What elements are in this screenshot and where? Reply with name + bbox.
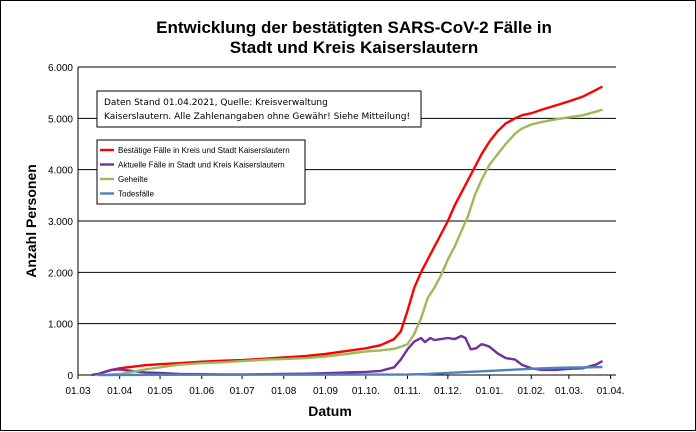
x-tick-label: 01.03. [555,386,583,397]
x-tick-label: 01.11. [394,386,421,397]
y-tick-label: 3.000 [48,217,73,228]
series-line-2 [104,108,603,377]
legend: Bestätige Fälle in Kreis und Stadt Kaise… [96,139,306,205]
x-tick-label: 01.02. [517,386,545,397]
y-tick-label: 6.000 [48,63,73,74]
y-tick-label: 4.000 [48,166,73,177]
y-tick-label: 5.000 [48,114,73,125]
x-tick-label: 01.04. [597,386,625,397]
axis-ticks: 0 1.000 2.000 3.000 4.000 5.000 6.000 01.03 01.0… [48,63,625,397]
legend-label-3: Todesfälle [118,190,155,199]
legend-label-0: Bestätige Fälle in Kreis und Stadt Kaise… [118,146,290,155]
note-box: Daten Stand 01.04.2021, Quelle: Kreisver… [96,90,422,128]
y-tick-label: 1.000 [48,320,73,331]
note-line1: Daten Stand 01.04.2021, Quelle: Kreisver… [104,98,328,108]
y-tick-label: 0 [67,371,73,382]
x-tick-label: 01.06 [189,386,214,397]
legend-label-2: Geheilte [118,175,148,184]
legend-label-1: Aktuelle Fälle in Stadt und Kreis Kaiser… [118,161,285,170]
series-lines [91,85,604,377]
x-tick-label: 01.12. [434,386,462,397]
legend-box [96,139,306,205]
chart-title-line2: Stadt und Kreis Kaiserslautern [230,38,478,57]
x-tick-label: 01.04 [107,386,132,397]
x-tick-label: 01.03 [65,386,90,397]
x-axis-label: Datum [308,403,352,419]
x-tick-label: 01.09 [313,386,338,397]
chart-title-line1: Entwicklung der bestätigten SARS-CoV-2 F… [156,18,552,37]
x-tick-label: 01.08 [271,386,296,397]
x-tick-label: 01.05 [148,386,173,397]
y-axis-label: Anzahl Personen [23,164,39,278]
y-tick-label: 2.000 [48,268,73,279]
note-line2: Kaiserslautern. Alle Zahlenangaben ohne … [104,112,410,122]
x-tick-label: 01.01. [476,386,504,397]
series-line-3 [98,365,603,377]
series-line-0 [91,85,604,377]
x-tick-label: 01.07 [230,386,255,397]
x-tick-label: 01.10. [352,386,380,397]
